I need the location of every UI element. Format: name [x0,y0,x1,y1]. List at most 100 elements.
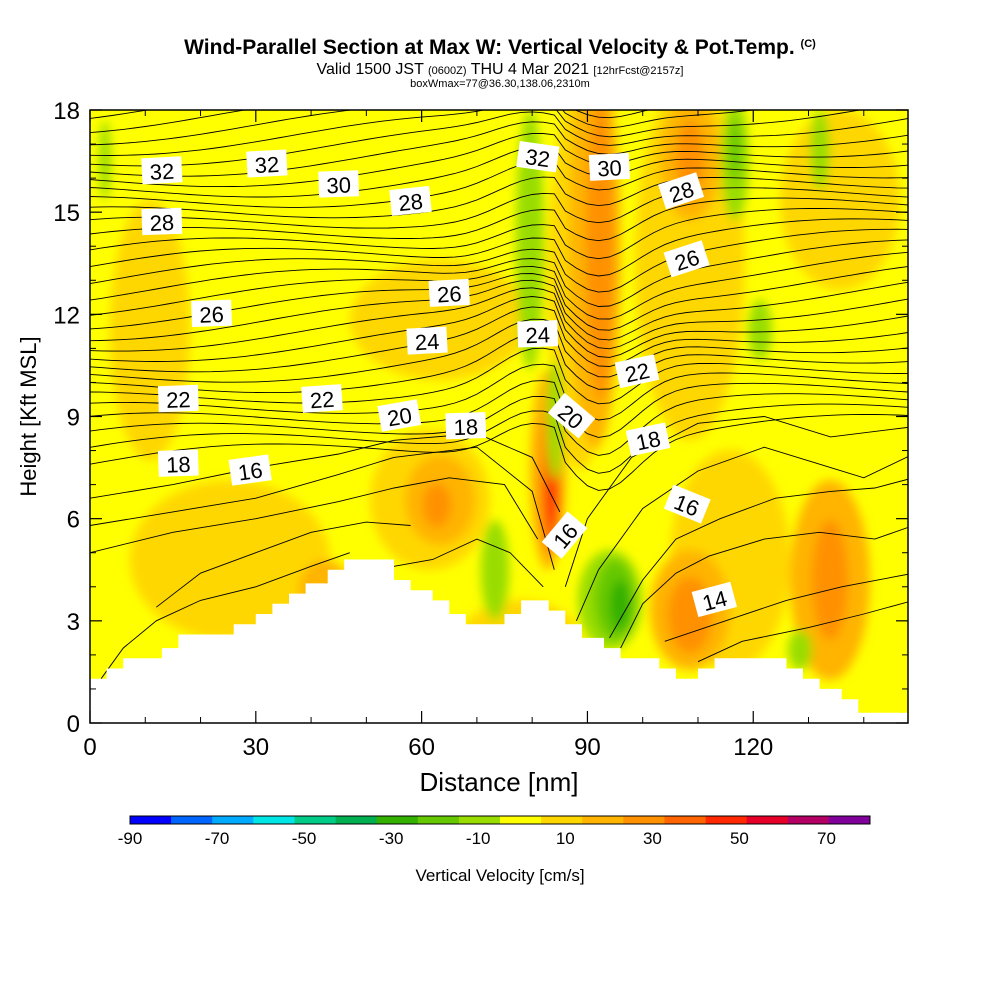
isentrope-label: 32 [516,141,560,173]
isentrope-line [90,133,908,188]
isentrope-line [90,110,651,134]
x-axis-label: Distance [nm] [420,767,579,797]
y-tick-label: 15 [53,200,80,227]
isentrope-line [697,601,908,663]
colorbar-tick-label: -30 [379,829,404,848]
colorbar-label: Vertical Velocity [cm/s] [415,866,584,885]
colorbar-tick-label: -50 [292,829,317,848]
chart-title: Wind-Parallel Section at Max W: Vertical… [184,36,816,59]
isentrope-line [90,318,908,383]
isentrope-label: 24 [517,320,559,348]
isentrope-line [156,521,411,608]
colorbar-swatch [541,816,583,824]
isentrope-label-text: 22 [309,387,335,414]
colorbar-swatch [787,816,830,824]
colorbar-frame [129,815,871,825]
colorbar-tick-label: -70 [205,829,230,848]
isentrope-line [90,197,908,242]
isentrope-label-box [318,170,360,198]
isentrope-label: 28 [141,207,183,236]
isentrope-label-text: 32 [149,159,175,185]
isentrope-line [620,526,908,649]
isentrope-line [90,121,908,177]
isentrope-line [90,347,908,405]
isentrope-line [609,478,908,639]
isentrope-line [90,187,908,229]
isentrope-label-text: 32 [254,152,280,178]
isentrope-label-box [141,156,183,185]
isentrope-label: 30 [588,152,631,182]
isentrope-line [100,552,350,679]
colorbar-swatch [623,816,665,824]
y-tick-label: 18 [53,98,80,125]
velocity-region [788,630,812,670]
y-tick-label: 3 [67,609,80,636]
isentrope-label: 22 [614,354,660,389]
isentrope-label-text: 22 [166,387,191,413]
isentrope-line [90,296,908,362]
isentrope-line [575,446,908,621]
isentrope-line [90,363,908,421]
velocity-region [547,360,563,480]
velocity-region [812,520,848,640]
isentrope-line [90,393,908,456]
isentrope-label-text: 26 [436,281,462,307]
isentrope-label-box [389,185,432,216]
x-tick-label: 60 [408,734,435,761]
isentrope-label-text: 28 [397,189,424,216]
velocity-region [516,110,544,370]
colorbar-tick-label: -10 [466,829,491,848]
isentrope-line [90,251,908,320]
isentrope-label-box [691,581,738,618]
isentrope-label: 32 [246,149,288,178]
isentrope-label: 18 [445,412,487,440]
isentrope-line [90,239,908,307]
colorbar-swatch [294,816,336,824]
title-mark: (C) [800,38,816,50]
colorbar-swatch [458,816,501,824]
isentrope-label: 14 [691,581,738,618]
colorbar-swatch [335,816,377,824]
isentrope-line [90,146,908,198]
isentrope-line [90,306,908,373]
isentrope-line [90,110,863,156]
isentrope-label-box [301,384,343,413]
isentrope-line [90,403,908,474]
isentrope-line [90,279,908,342]
isentrope-line [90,380,908,438]
isentrope-label-text: 32 [524,144,552,172]
y-tick-label: 6 [67,507,80,534]
isentrope-label-box [547,392,596,439]
colorbar-swatch [828,816,871,824]
terrain [90,559,908,723]
colorbar-swatch [130,816,172,824]
isentrope-label: 26 [663,240,710,278]
isentrope-label: 18 [157,449,199,478]
isentrope-label: 32 [141,156,183,185]
x-tick-label: 30 [242,734,269,761]
velocity-region [423,483,451,527]
velocity-region [810,110,830,190]
x-tick-label: 120 [733,734,773,761]
isentrope-label-box [541,511,588,559]
isentrope-label-box [141,207,183,236]
isentrope-label: 18 [625,422,671,457]
colorbar-swatch [746,816,789,824]
isentrope-contours [90,110,908,679]
isentrope-label-text: 18 [634,426,663,456]
isentrope-line [90,110,757,146]
isentrope-label: 16 [228,454,272,486]
isentrope-label-box [588,152,631,181]
isentrope-line [90,446,555,570]
colorbar-swatch [171,816,213,824]
isentrope-label-box [663,240,710,278]
colorbar-swatch [376,816,419,824]
isentrope-label: 26 [428,278,470,308]
y-axis-label: Height [Kft MSL] [16,336,41,496]
isentrope-line [90,228,908,293]
isentrope-label-box [228,454,272,486]
isentrope-line [90,332,908,394]
colorbar-swatch [582,816,624,824]
